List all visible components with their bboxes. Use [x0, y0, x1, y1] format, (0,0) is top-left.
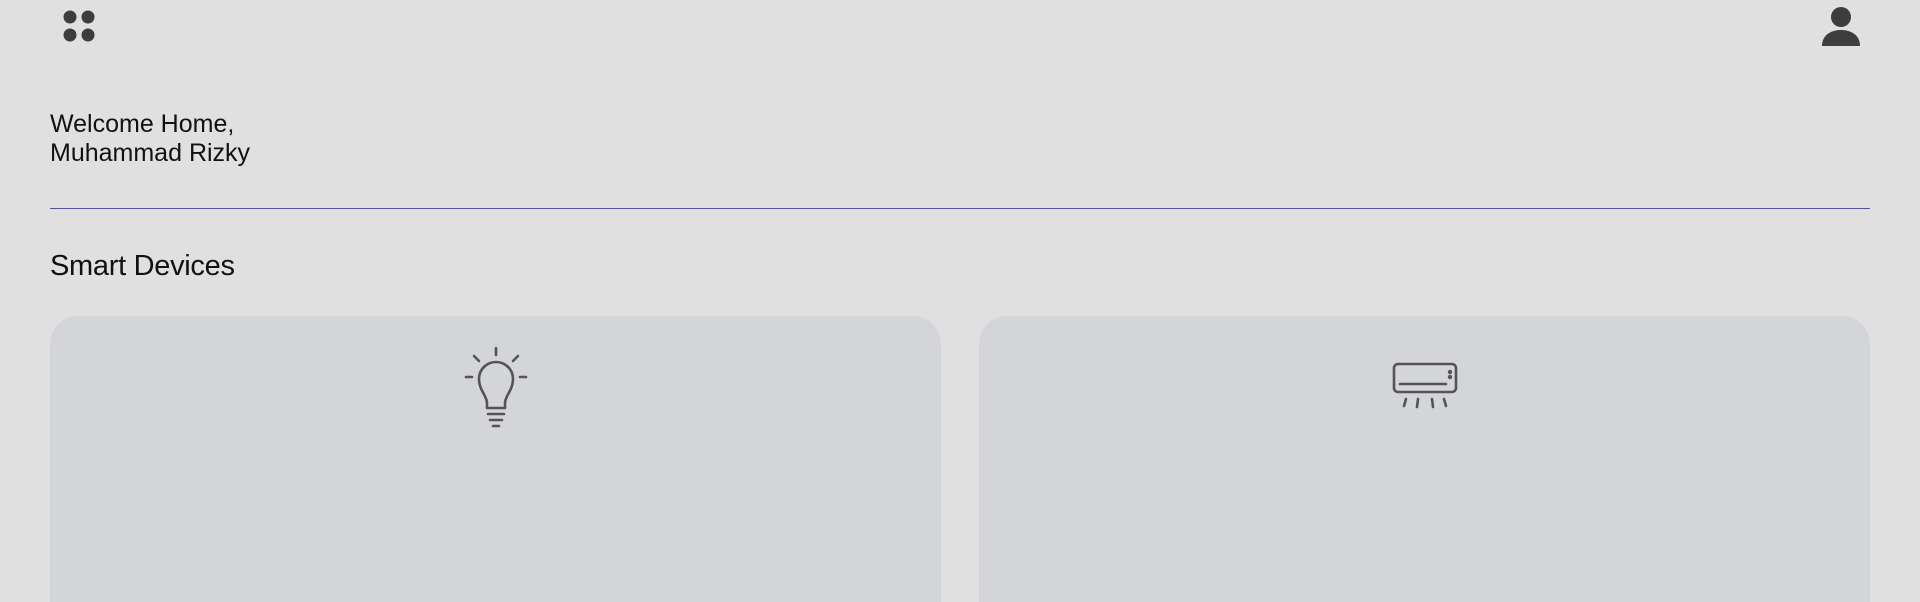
user-icon — [1822, 7, 1860, 46]
welcome-greeting: Welcome Home, Muhammad Rizky — [50, 110, 250, 168]
menu-button[interactable] — [56, 4, 102, 48]
profile-button[interactable] — [1818, 2, 1864, 50]
lightbulb-icon — [464, 346, 527, 428]
grid-dots-icon — [63, 10, 95, 42]
smart-devices-title: Smart Devices — [50, 250, 235, 282]
device-card-lamp[interactable] — [50, 316, 941, 602]
greeting-line-1: Welcome Home, — [50, 110, 235, 138]
user-name: Muhammad Rizky — [50, 139, 251, 167]
air-conditioner-icon — [1392, 362, 1457, 409]
header-divider — [50, 208, 1870, 209]
device-card-air-conditioner[interactable] — [979, 316, 1870, 602]
